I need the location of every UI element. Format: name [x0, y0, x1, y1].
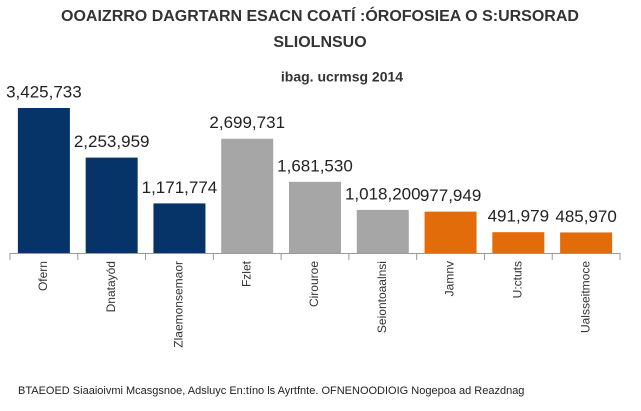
value-label: 2,699,731: [209, 113, 285, 132]
bar: [221, 138, 274, 253]
bar: [153, 203, 206, 253]
value-label: 485,970: [555, 207, 616, 226]
chart-title: OOAIZRRO DAGRTARN ESACN COATÍ :ÓROFOSIEA…: [61, 6, 579, 25]
chart-title: SLIOLNSUO: [273, 34, 366, 51]
bar: [492, 232, 545, 253]
x-tick-label: Dnatayód: [104, 261, 118, 312]
value-label: 977,949: [420, 186, 481, 205]
value-label: 1,681,530: [277, 156, 353, 175]
x-tick-label: Ofern: [36, 261, 50, 291]
value-label: 1,018,200: [345, 184, 421, 203]
value-label: 491,979: [488, 207, 549, 226]
source-note: BTAEOED Siaaioivmi Mcasgsnoe, Adsluyc En…: [18, 385, 524, 397]
x-tick-label: Cirouroe: [307, 261, 321, 307]
bar: [356, 209, 409, 253]
bar: [424, 211, 477, 253]
chart-subtitle: ibag. ucrmsg 2014: [281, 69, 403, 85]
bar: [17, 108, 70, 253]
x-tick-label: U:ctuts: [511, 261, 525, 298]
value-label: 1,171,774: [142, 178, 218, 197]
bar: [560, 232, 613, 253]
x-tick-label: Jamnv: [443, 261, 457, 296]
value-label: 3,425,733: [6, 82, 82, 101]
bar: [85, 157, 138, 253]
x-tick-label: Fzlet: [239, 260, 253, 287]
x-tick-label: Zlaemonsemaor: [172, 261, 186, 348]
x-tick-label: Seiontoaalnsi: [375, 261, 389, 333]
value-label: 2,253,959: [74, 132, 150, 151]
bar: [289, 181, 341, 253]
x-tick-label: Ualsseitmoce: [578, 261, 592, 333]
